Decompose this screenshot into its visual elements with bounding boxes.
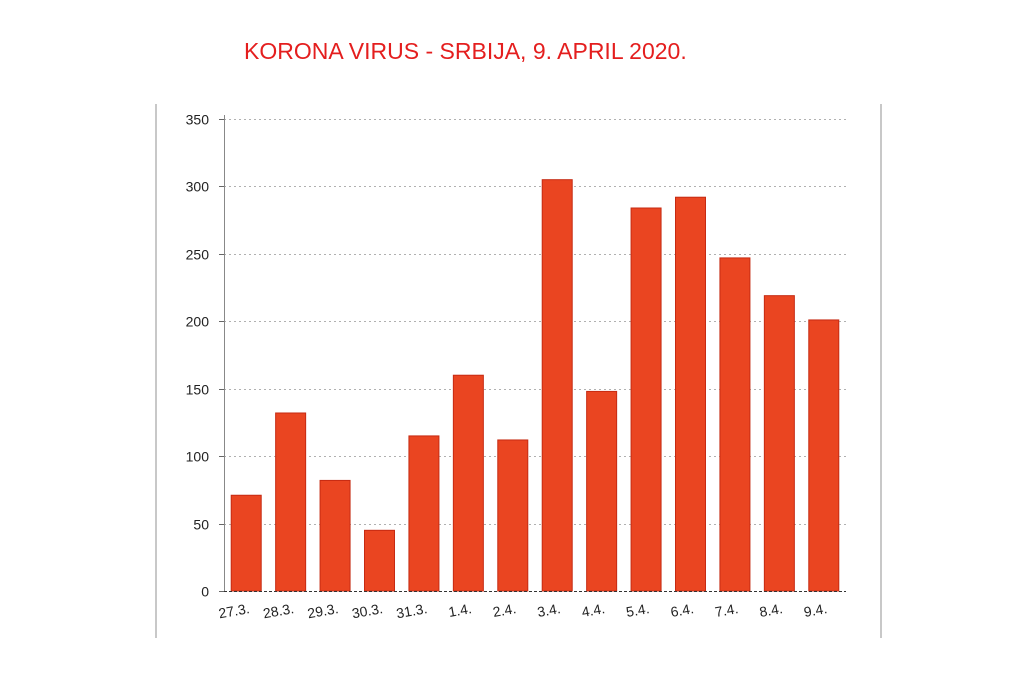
bar bbox=[408, 435, 440, 592]
bars bbox=[230, 179, 840, 592]
bar bbox=[452, 374, 484, 592]
y-tick-label: 150 bbox=[186, 382, 210, 398]
x-tick-label: 3.4. bbox=[536, 600, 562, 620]
frame-left-border bbox=[155, 104, 157, 638]
bar bbox=[808, 319, 840, 592]
x-tick-label: 28.3. bbox=[262, 600, 295, 621]
x-tick-label: 5.4. bbox=[625, 600, 651, 620]
x-tick-label: 6.4. bbox=[669, 600, 695, 620]
x-axis: 27.3. 28.3. 29.3. 30.3. 31.3. 1.4. 2.4. 3.4. 4.4… bbox=[217, 591, 846, 621]
bar bbox=[630, 207, 662, 592]
bar bbox=[230, 494, 262, 592]
bar bbox=[497, 439, 529, 592]
x-tick-label: 1.4. bbox=[447, 600, 473, 620]
x-tick-label: 31.3. bbox=[395, 600, 428, 621]
gridlines bbox=[224, 119, 846, 525]
y-tick-label: 300 bbox=[186, 179, 210, 195]
bar bbox=[763, 295, 795, 592]
x-tick-label: 29.3. bbox=[306, 600, 339, 621]
x-tick-label: 30.3. bbox=[351, 600, 384, 621]
bar bbox=[319, 479, 351, 592]
x-tick-label: 2.4. bbox=[492, 600, 518, 620]
x-tick-label: 9.4. bbox=[803, 600, 829, 620]
x-tick-label: 27.3. bbox=[217, 600, 250, 621]
y-tick-label: 200 bbox=[186, 314, 210, 330]
bar bbox=[586, 390, 618, 592]
bar bbox=[541, 179, 573, 592]
bar bbox=[675, 196, 706, 592]
chart-title: KORONA VIRUS - SRBIJA, 9. APRIL 2020. bbox=[244, 38, 687, 64]
x-tick-label: 4.4. bbox=[580, 600, 606, 620]
frame-right-border bbox=[880, 104, 882, 638]
x-tick-label: 7.4. bbox=[714, 600, 740, 620]
y-tick-label: 0 bbox=[201, 584, 209, 600]
y-tick-label: 250 bbox=[186, 247, 210, 263]
y-axis: 0 50 100 150 200 250 300 350 bbox=[186, 112, 225, 600]
y-tick-label: 100 bbox=[186, 449, 210, 465]
bar bbox=[275, 412, 307, 592]
bar bbox=[364, 529, 395, 592]
bar bbox=[719, 257, 751, 592]
x-tick-label: 8.4. bbox=[758, 600, 784, 620]
y-tick-label: 350 bbox=[186, 112, 210, 128]
y-tick-label: 50 bbox=[193, 517, 209, 533]
